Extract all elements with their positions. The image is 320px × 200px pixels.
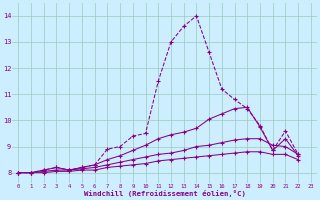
X-axis label: Windchill (Refroidissement éolien,°C): Windchill (Refroidissement éolien,°C) [84, 190, 245, 197]
